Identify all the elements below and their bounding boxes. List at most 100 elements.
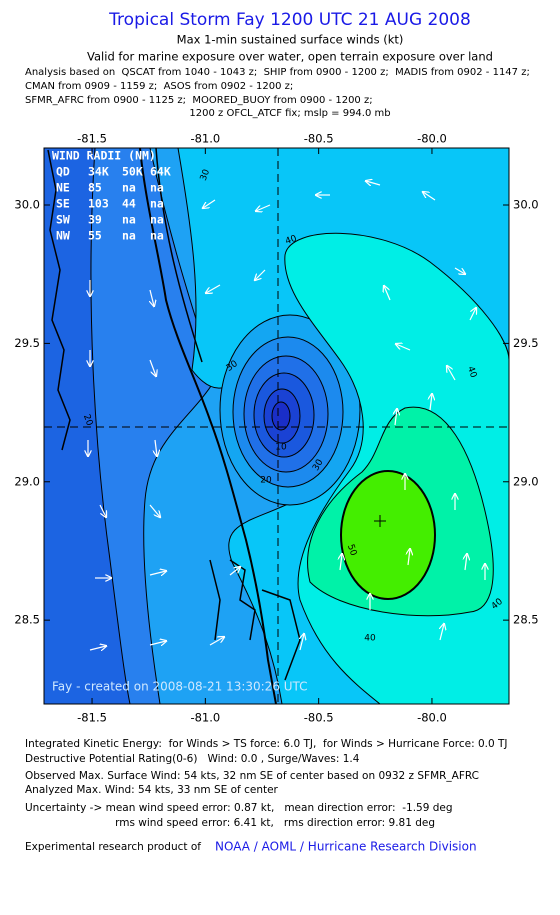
wind-arrow [384, 286, 391, 301]
radii-cell: SW [56, 213, 70, 227]
radii-cell: 44 [122, 197, 136, 211]
radii-cell: na [150, 197, 164, 211]
wind-arrow [396, 344, 411, 351]
product-link[interactable]: NOAA / AOML / Hurricane Research Divisio… [215, 840, 477, 854]
x-tick-label: -81.0 [190, 132, 220, 146]
footer-line: Destructive Potential Rating(0-6) Wind: … [25, 753, 360, 765]
wind-arrow [89, 646, 106, 650]
validity: Valid for marine exposure over water, op… [87, 50, 493, 64]
x-tick-label: -81.0 [190, 711, 220, 725]
wind-arrow [395, 409, 397, 426]
contour-label: 20 [260, 476, 272, 486]
wind-arrow [229, 567, 240, 576]
radii-cell: 34K [88, 165, 109, 179]
radii-cell: na [150, 213, 164, 227]
radii-cell: NW [56, 229, 70, 243]
sources-line: SFMR_AFRC from 0900 - 1125 z; MOORED_BUO… [25, 95, 373, 106]
x-tick-label: -80.5 [304, 132, 334, 146]
radii-cell: QD [56, 165, 70, 179]
wind-arrow [203, 199, 216, 208]
y-tick-label: 29.0 [14, 474, 40, 488]
x-tick-label: -80.0 [417, 132, 447, 146]
contour-label: 40 [284, 234, 298, 247]
wind-arrow [149, 641, 166, 645]
wind-arrow [150, 289, 154, 306]
y-tick-label: 29.0 [513, 474, 539, 488]
radii-cell: na [122, 229, 136, 243]
sources-line: CMAN from 0909 - 1159 z; ASOS from 0902 … [25, 81, 293, 92]
wind-arrow [99, 504, 106, 517]
axes: -81.5 -81.5 -81.0 -81.0 -80.5 -80.5 -80.0 -80.0… [14, 132, 538, 725]
subtitle: Max 1-min sustained surface winds (kt) [177, 33, 404, 47]
radii-cell: SE [56, 197, 70, 211]
radii-cell: 103 [88, 197, 109, 211]
contour-label: 50 [345, 543, 358, 557]
low-contour [271, 401, 291, 431]
credit: Fay - created on 2008-08-21 13:30:26 UTC [52, 680, 308, 694]
wind-arrow [149, 571, 166, 575]
footer-line: Integrated Kinetic Energy: for Winds > T… [25, 738, 508, 750]
x-tick-label: -81.5 [77, 711, 107, 725]
max-wind-marker [374, 515, 386, 527]
coastline [155, 148, 203, 363]
contour-label: 10 [275, 443, 287, 453]
footer-line: rms wind speed error: 6.41 kt, rms direc… [25, 817, 435, 829]
plot-frame [43, 147, 510, 705]
radii-cell: na [150, 181, 164, 195]
contour-label: 20 [81, 413, 94, 427]
radii-cell: 55 [88, 229, 102, 243]
wind-arrow [300, 634, 304, 651]
y-tick-label: 29.5 [513, 336, 539, 350]
x-tick-label: -80.5 [304, 711, 334, 725]
y-tick-label: 30.0 [513, 198, 539, 212]
x-tick-label: -81.5 [77, 132, 107, 146]
radii-title: WIND RADII (NM) [52, 149, 156, 163]
radii-cell: 64K [150, 165, 171, 179]
radii-cell: na [122, 181, 136, 195]
sources-line: Analysis based on QSCAT from 1040 - 1043… [25, 67, 530, 78]
wind-arrow [340, 554, 342, 571]
x-tick-label: -80.0 [417, 711, 447, 725]
footer-line: Observed Max. Surface Wind: 54 kts, 32 n… [25, 770, 479, 782]
radii-cell: 39 [88, 213, 102, 227]
title: Tropical Storm Fay 1200 UTC 21 AUG 2008 [108, 10, 471, 30]
radii-cell: 50K [122, 165, 143, 179]
y-tick-label: 28.5 [14, 613, 40, 627]
wind-arrow [430, 394, 432, 411]
radii-cell: na [150, 229, 164, 243]
footer-line: Analyzed Max. Wind: 54 kts, 33 nm SE of … [25, 784, 279, 796]
wind-arrow [149, 359, 156, 376]
wind-arrow [256, 204, 271, 211]
wind-arrow [155, 439, 157, 456]
product-prefix: Experimental research product of [25, 841, 201, 853]
wind-arrow [366, 181, 381, 185]
radii-cell: NE [56, 181, 70, 195]
wind-arrow [423, 192, 436, 201]
wind-arrow [408, 549, 410, 566]
wind-arrow [447, 366, 456, 381]
y-tick-label: 28.5 [513, 613, 539, 627]
coastline [139, 148, 277, 704]
wind-arrow [149, 504, 160, 517]
contour-label: 30 [199, 168, 212, 182]
footer-line: Uncertainty -> mean wind speed error: 0.… [25, 802, 453, 814]
radii-cell: 85 [88, 181, 102, 195]
wind-arrow [255, 269, 266, 280]
wind-arrows [88, 181, 485, 650]
y-tick-label: 30.0 [14, 198, 40, 212]
wind-arrow [469, 308, 476, 321]
contour-50 [340, 470, 436, 600]
wind-arrow [206, 284, 221, 293]
fix: 1200 z OFCL_ATCF fix; mslp = 994.0 mb [189, 108, 390, 119]
y-tick-label: 29.5 [14, 336, 40, 350]
coastline [47, 149, 71, 451]
wind-arrow [454, 267, 465, 274]
wind-arrow [440, 624, 444, 641]
wind-arrow [465, 554, 467, 571]
contour-label: 40 [465, 365, 478, 379]
wind-arrow [209, 637, 224, 646]
radii-cell: na [122, 213, 136, 227]
